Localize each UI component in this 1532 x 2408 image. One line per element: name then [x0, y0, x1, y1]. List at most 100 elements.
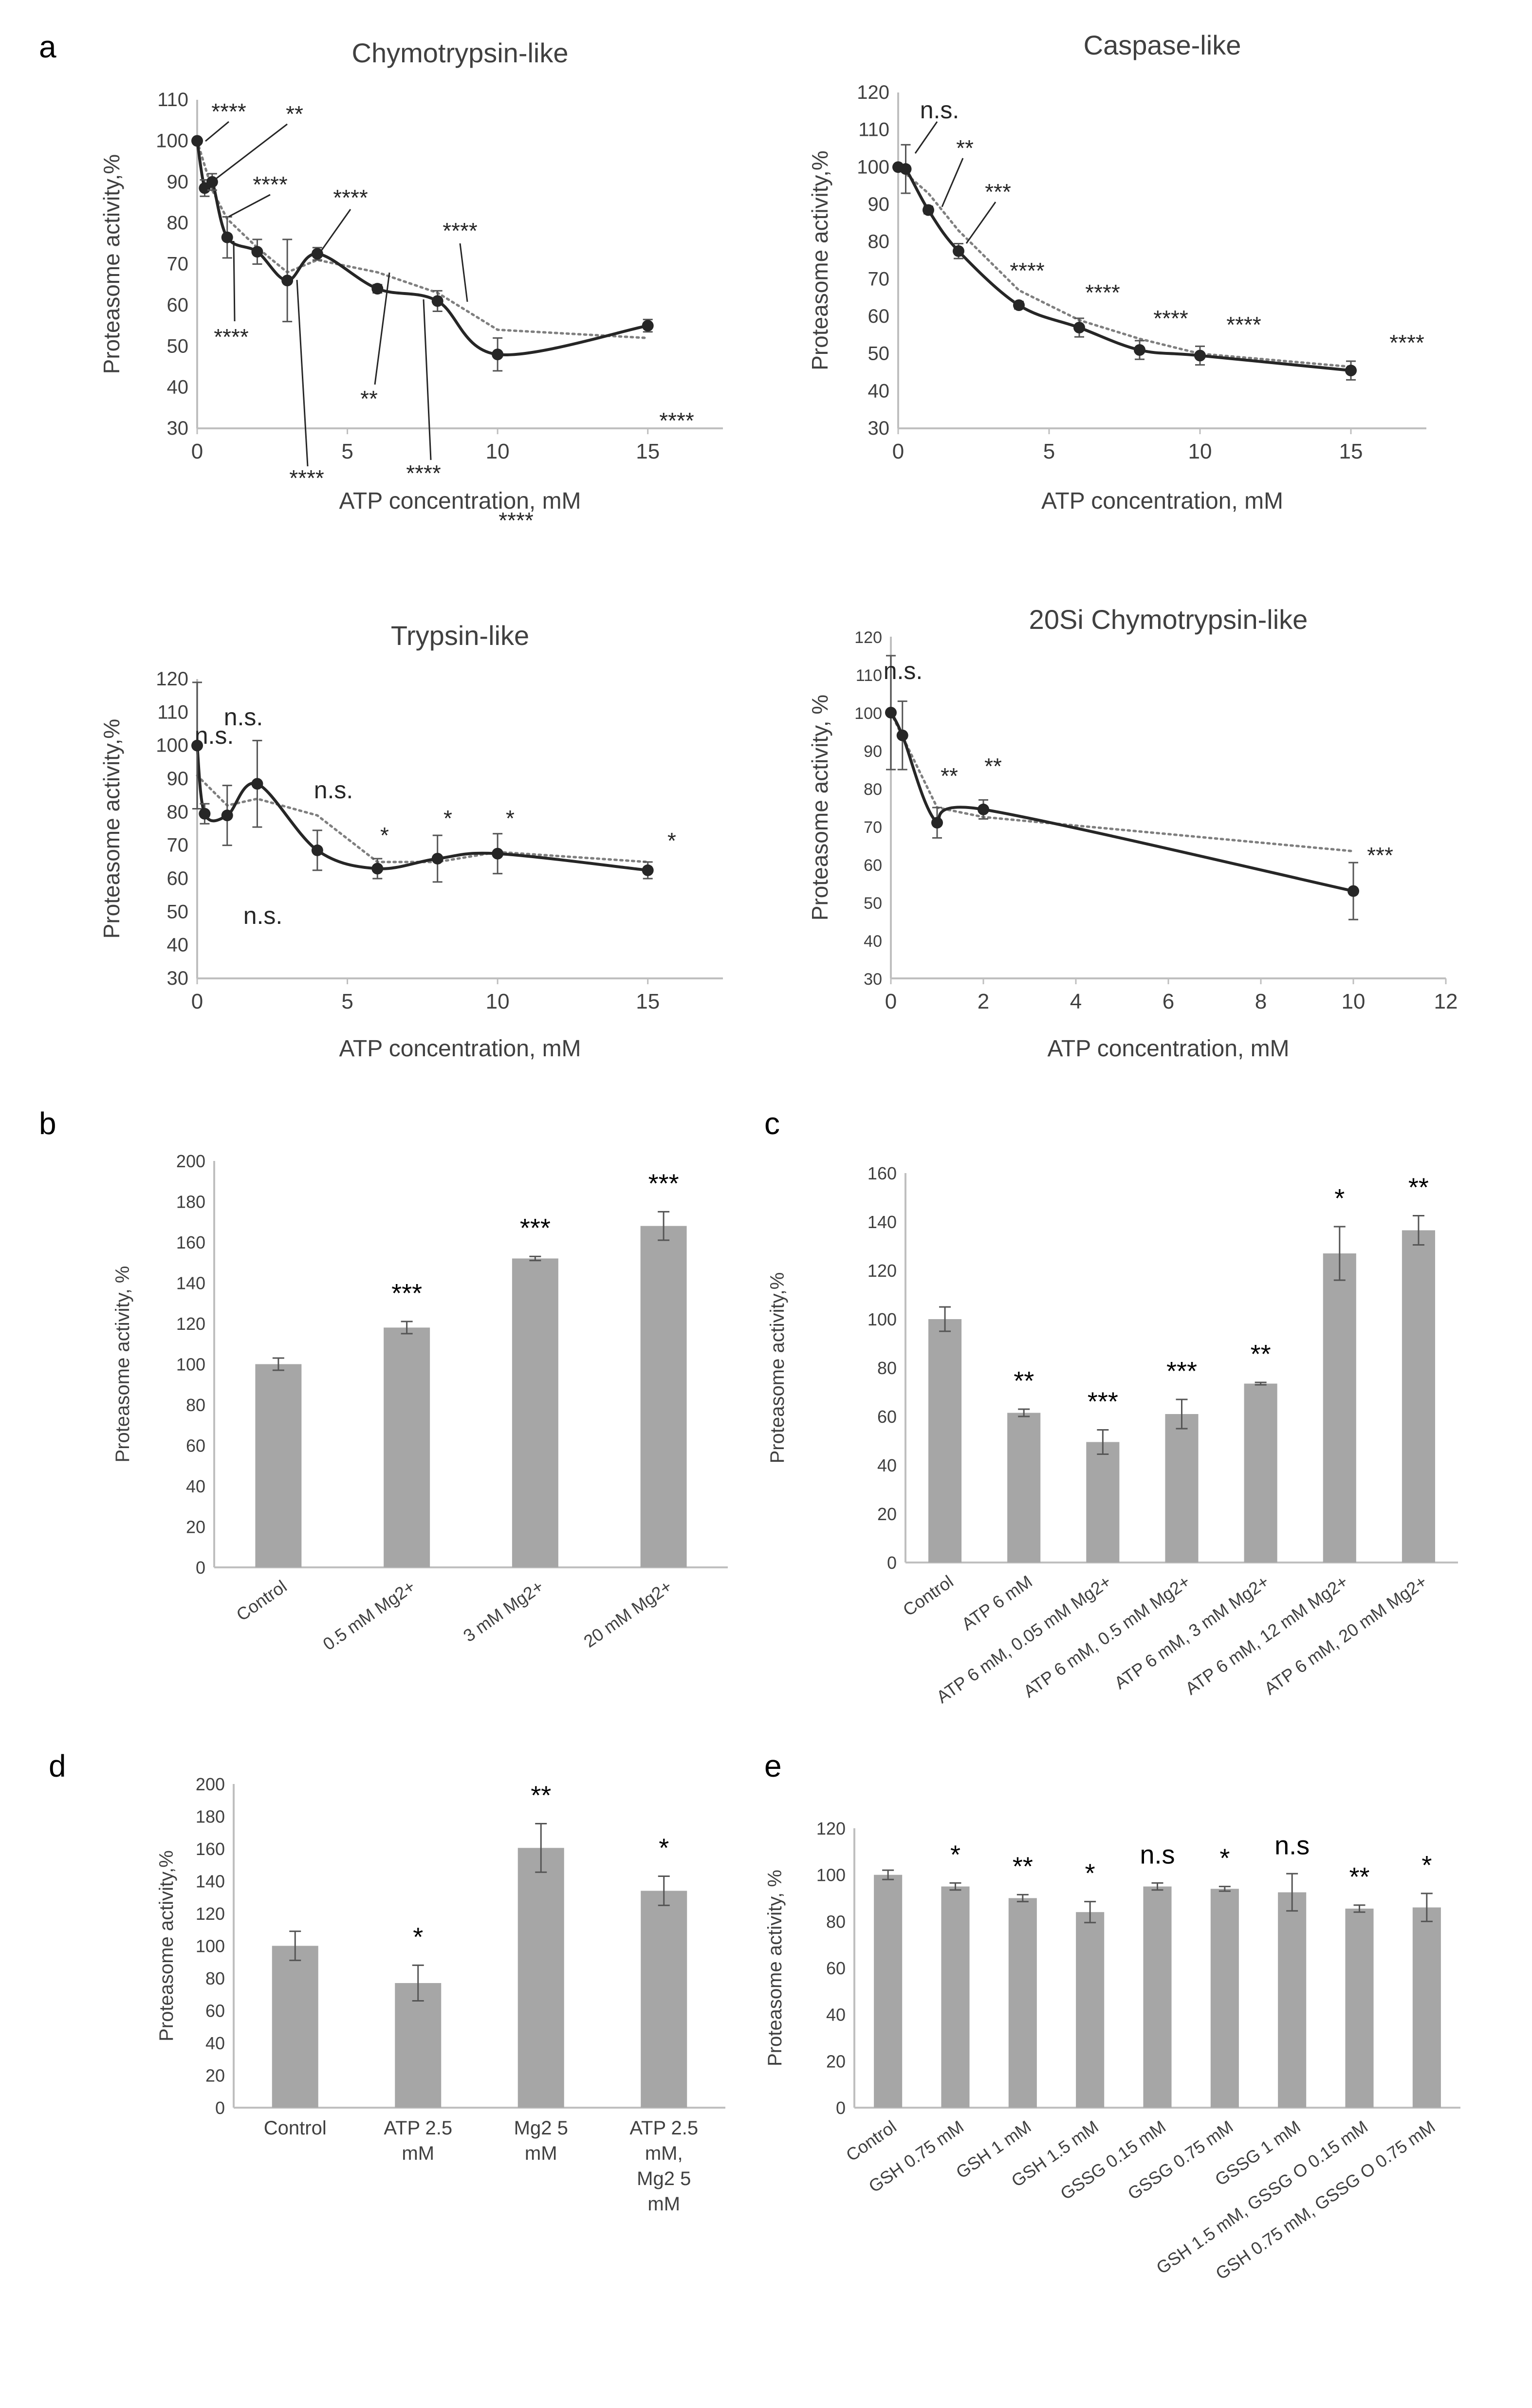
y-tick-label: 60	[167, 868, 189, 889]
significance-label: n.s.	[884, 657, 923, 684]
y-tick-label: 60	[877, 1407, 897, 1427]
significance-label: *	[1219, 1844, 1230, 1873]
data-point	[642, 864, 654, 876]
significance-label: ***	[648, 1169, 679, 1198]
y-tick-label: 100	[868, 1309, 897, 1329]
y-tick-label: 0	[887, 1553, 897, 1573]
leader-line	[459, 243, 468, 302]
significance-label: *	[443, 806, 452, 831]
leader-line	[914, 121, 938, 154]
y-tick-label: 80	[864, 780, 882, 799]
panel-label-d: d	[49, 1748, 66, 1783]
bar	[941, 1886, 970, 2108]
y-tick-label: 60	[186, 1436, 205, 1456]
significance-label: ****	[1226, 312, 1261, 337]
bar	[1345, 1909, 1374, 2108]
y-tick-label: 120	[156, 668, 188, 690]
data-point	[251, 778, 263, 790]
y-tick-label: 0	[836, 2098, 846, 2118]
leader-line	[374, 272, 390, 385]
y-tick-label: 40	[826, 2005, 846, 2025]
x-tick-label: 6	[1163, 990, 1174, 1013]
chart-title: 20Si Chymotrypsin-like	[1029, 604, 1308, 635]
x-axis-label: ATP concentration, mM	[1041, 488, 1283, 514]
y-tick-label: 90	[864, 742, 882, 761]
significance-label: **	[1408, 1173, 1429, 1202]
category-label-line: mM	[402, 2143, 434, 2164]
y-tick-label: 30	[868, 418, 890, 439]
data-point	[1345, 365, 1357, 377]
line-chart-a1: Chymotrypsin-like 30 40 50 60 70 80 90 100 110 0 5 1…	[99, 37, 723, 533]
x-tick-label: 5	[341, 440, 353, 463]
bar	[1412, 1907, 1441, 2108]
significance-label: **	[1014, 1366, 1034, 1396]
trend-line	[889, 711, 1355, 853]
y-tick-label: 60	[167, 294, 189, 316]
y-tick-label: 30	[167, 418, 189, 439]
bar	[1402, 1230, 1435, 1562]
significance-label: ****	[214, 324, 249, 349]
y-tick-label: 20	[826, 2051, 846, 2071]
y-axis-label: Proteasome activity, %	[764, 1870, 786, 2066]
x-tick-label: 5	[1043, 440, 1055, 463]
y-tick-label: 50	[167, 901, 189, 922]
bar	[512, 1258, 558, 1567]
y-tick-label: 90	[868, 194, 890, 215]
data-point	[923, 204, 934, 216]
category-label-line: mM	[525, 2143, 557, 2164]
y-tick-label: 40	[864, 932, 882, 951]
x-tick-label: 15	[1339, 440, 1363, 463]
y-tick-label: 80	[167, 212, 189, 234]
significance-label: *	[413, 1922, 423, 1951]
significance-label: ****	[289, 465, 324, 491]
significance-label: n.s.	[224, 703, 263, 731]
significance-label: n.s	[1140, 1840, 1175, 1869]
bar	[272, 1946, 318, 2108]
chart-title: Trypsin-like	[391, 620, 529, 651]
bar	[255, 1364, 302, 1567]
x-tick-label: 0	[885, 990, 897, 1013]
annotation-leaders	[205, 121, 997, 467]
y-tick-label: 20	[877, 1504, 897, 1524]
data-point	[281, 275, 294, 287]
y-tick-label: 70	[864, 818, 882, 837]
bar	[395, 1983, 442, 2108]
significance-label: ***	[391, 1279, 422, 1308]
leader-line	[941, 158, 964, 207]
y-tick-label: 100	[176, 1355, 205, 1375]
category-label-line: ATP 2.5	[384, 2117, 452, 2139]
y-tick-label: 120	[854, 628, 882, 647]
x-axis-label: ATP concentration, mM	[339, 1036, 581, 1062]
y-tick-label: 160	[868, 1163, 897, 1183]
y-tick-label: 40	[186, 1476, 205, 1496]
y-axis-label: Proteasome activity, %	[112, 1266, 133, 1463]
data-point	[311, 248, 323, 260]
data-point	[1347, 885, 1359, 897]
data-point	[1073, 322, 1085, 333]
data-point	[431, 295, 443, 307]
y-tick-label: 110	[858, 119, 889, 141]
y-tick-label: 160	[196, 1839, 225, 1859]
significance-label: *	[1085, 1859, 1095, 1888]
bar	[1086, 1442, 1120, 1562]
y-tick-label: 80	[877, 1358, 897, 1378]
y-tick-label: 100	[156, 130, 188, 151]
leader-line	[423, 299, 432, 460]
data-point	[371, 283, 384, 295]
data-point	[221, 809, 233, 822]
bar	[1143, 1886, 1172, 2108]
data-point	[1194, 349, 1206, 362]
data-point	[642, 320, 654, 332]
y-tick-label: 80	[205, 1968, 225, 1988]
data-point	[492, 349, 504, 361]
significance-label: **	[941, 763, 958, 789]
x-axis-label: ATP concentration, mM	[1047, 1036, 1289, 1062]
bar	[384, 1327, 430, 1567]
leader-line	[320, 209, 351, 251]
x-tick-label: 4	[1070, 990, 1082, 1013]
bar	[1007, 1413, 1041, 1562]
data-point	[931, 817, 943, 829]
x-tick-label: 2	[978, 990, 989, 1013]
y-tick-label: 60	[205, 2001, 225, 2021]
